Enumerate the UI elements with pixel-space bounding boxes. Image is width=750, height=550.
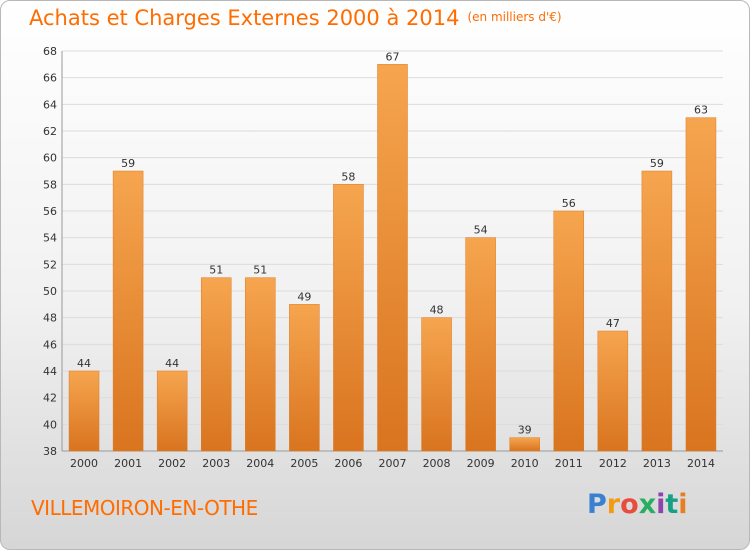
x-tick-label: 2004 — [246, 457, 274, 470]
y-tick-label: 62 — [43, 125, 57, 138]
x-tick-label: 2010 — [511, 457, 539, 470]
logo-letter: o — [620, 489, 639, 520]
bar — [685, 117, 717, 452]
x-tick-label: 2013 — [643, 457, 671, 470]
title-text: Achats et Charges Externes 2000 à 2014 — [29, 6, 460, 30]
y-tick-label: 48 — [43, 312, 57, 325]
bar — [377, 64, 408, 452]
bar — [112, 170, 144, 452]
bar-value-label: 54 — [474, 224, 488, 237]
y-tick-label: 46 — [43, 338, 57, 351]
y-tick-label: 40 — [43, 418, 57, 431]
bar-value-label: 67 — [386, 50, 400, 63]
logo-letter: t — [665, 489, 679, 520]
place-name: VILLEMOIRON-EN-OTHE — [31, 496, 258, 520]
y-tick-label: 56 — [43, 205, 57, 218]
bar-value-label: 58 — [341, 170, 355, 183]
bar — [200, 277, 232, 452]
bar-value-label: 51 — [209, 264, 223, 277]
bar — [509, 437, 540, 452]
y-tick-label: 52 — [43, 258, 57, 271]
y-tick-label: 64 — [43, 98, 57, 111]
bar-value-label: 44 — [165, 357, 179, 370]
bar-value-label: 49 — [297, 290, 311, 303]
x-tick-label: 2002 — [158, 457, 186, 470]
x-tick-label: 2011 — [555, 457, 583, 470]
bar — [156, 370, 188, 452]
bar-value-label: 48 — [430, 304, 444, 317]
bar — [289, 304, 320, 452]
y-tick-label: 42 — [43, 392, 57, 405]
logo-letter: i — [678, 489, 688, 520]
x-tick-label: 2005 — [290, 457, 318, 470]
bar — [245, 277, 276, 452]
logo-letter: r — [606, 489, 621, 520]
bar — [641, 170, 673, 452]
bar — [333, 184, 364, 452]
bar-value-label: 39 — [518, 424, 532, 437]
y-tick-label: 44 — [43, 365, 57, 378]
bar-value-label: 59 — [650, 157, 664, 170]
logo-letter: P — [587, 489, 607, 520]
bar-value-label: 56 — [562, 197, 576, 210]
y-tick-label: 58 — [43, 178, 57, 191]
y-tick-label: 50 — [43, 285, 57, 298]
x-tick-label: 2000 — [70, 457, 98, 470]
bar-value-label: 44 — [77, 357, 91, 370]
chart-title: Achats et Charges Externes 2000 à 2014 (e… — [29, 6, 562, 30]
x-tick-label: 2003 — [202, 457, 230, 470]
bar — [553, 210, 585, 452]
y-axis: 38 40 42 44 46 48 50 52 54 56 58 60 62 64 66 68 — [43, 45, 723, 458]
logo-letter: x — [638, 489, 657, 520]
proxiti-logo: Proxiti — [587, 489, 688, 520]
bar — [597, 330, 629, 452]
x-tick-label: 2007 — [379, 457, 407, 470]
y-tick-label: 60 — [43, 152, 57, 165]
bar-value-label: 51 — [253, 264, 267, 277]
bars: 44 59 44 51 51 49 58 67 48 54 39 56 47 59 63 — [68, 50, 717, 452]
x-tick-label: 2006 — [334, 457, 362, 470]
bar — [465, 237, 496, 452]
bar — [68, 370, 100, 452]
x-tick-label: 2014 — [687, 457, 715, 470]
x-tick-label: 2001 — [114, 457, 142, 470]
bar-value-label: 47 — [606, 317, 620, 330]
bar — [421, 317, 452, 452]
x-tick-label: 2008 — [423, 457, 451, 470]
y-tick-label: 54 — [43, 232, 57, 245]
x-tick-label: 2012 — [599, 457, 627, 470]
y-tick-label: 68 — [43, 45, 57, 58]
title-unit: (en milliers d'€) — [467, 10, 562, 24]
y-tick-label: 66 — [43, 72, 57, 85]
y-tick-label: 38 — [43, 445, 57, 458]
logo-letter: i — [656, 489, 666, 520]
bar-value-label: 59 — [121, 157, 135, 170]
bar-value-label: 63 — [694, 104, 708, 117]
x-tick-label: 2009 — [467, 457, 495, 470]
x-axis: 2000 2001 2002 2003 2004 2005 2006 2007 2008 2009… — [70, 457, 715, 470]
